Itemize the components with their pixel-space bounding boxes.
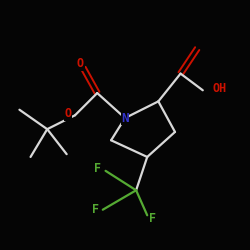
Text: O: O [77, 58, 84, 70]
Text: O: O [64, 108, 71, 120]
Text: N: N [121, 112, 129, 124]
Text: F: F [92, 203, 100, 216]
Text: F: F [94, 162, 101, 174]
Text: F: F [149, 212, 156, 224]
Text: OH: OH [212, 82, 227, 96]
